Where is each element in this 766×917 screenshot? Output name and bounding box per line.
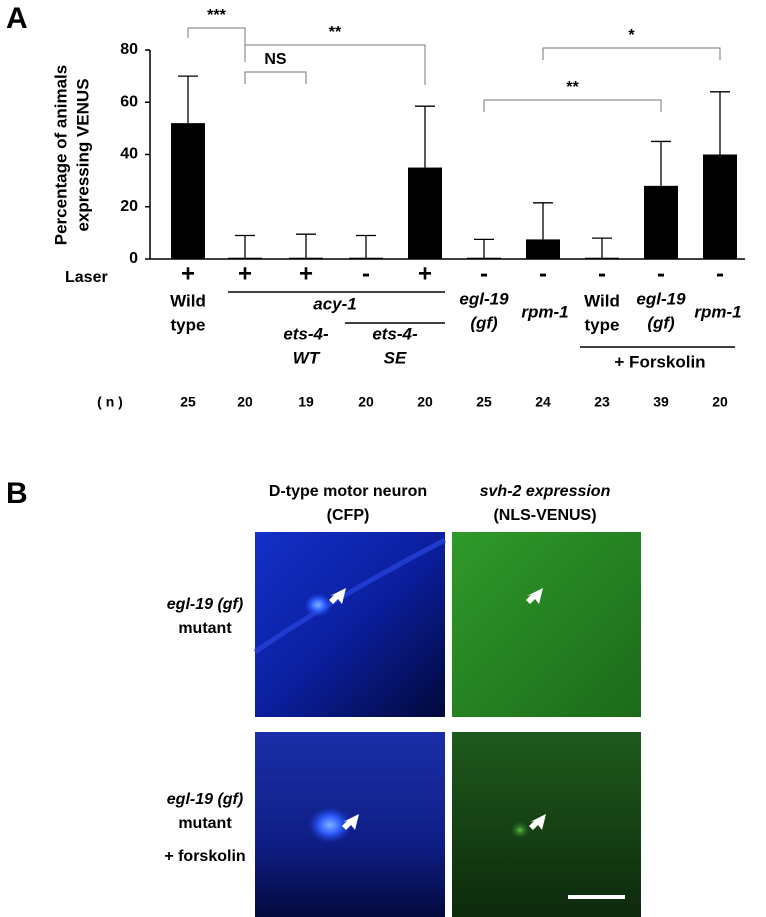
- image-venus-mutant: [452, 532, 641, 717]
- n-value: 24: [535, 394, 551, 410]
- error-bar: [356, 234, 376, 258]
- n-value: 19: [298, 394, 314, 410]
- genotype-label: Wild: [584, 291, 620, 310]
- n-label: ( n ): [97, 394, 123, 410]
- n-value: 25: [476, 394, 492, 410]
- panel-label: B: [6, 477, 28, 510]
- bar: [408, 167, 442, 259]
- arrow: [526, 588, 543, 604]
- column-header: svh-2 expression: [480, 483, 611, 500]
- arrow: [342, 814, 359, 830]
- error-bar: [178, 75, 198, 124]
- error-bar: [296, 233, 316, 258]
- error-bar: [651, 140, 671, 186]
- genotype-label: WT: [293, 348, 321, 367]
- significance-bracket: [483, 99, 662, 112]
- y-tick-label: 60: [120, 93, 138, 110]
- bar: [467, 257, 501, 259]
- cell-body: [304, 593, 332, 617]
- laser-sign: +: [418, 260, 432, 287]
- significance-label: NS: [264, 51, 287, 68]
- bar: [289, 257, 323, 259]
- arrows: [329, 588, 546, 830]
- arrow: [329, 588, 346, 604]
- forskolin-label: + Forskolin: [614, 352, 705, 371]
- significance-label: **: [329, 24, 342, 41]
- laser-sign: +: [299, 260, 313, 287]
- significance-label: **: [566, 79, 579, 96]
- image-cfp-mutant: [255, 532, 445, 717]
- panel-label: A: [6, 2, 28, 35]
- significance-label: *: [628, 27, 635, 44]
- laser-sign: +: [181, 260, 195, 287]
- significance-bracket: [187, 27, 246, 62]
- row-label: + forskolin: [164, 848, 245, 865]
- column-header: (CFP): [327, 507, 370, 524]
- genotype-label: ets-4-: [372, 324, 418, 343]
- laser-sign: -: [539, 260, 547, 287]
- bar: [349, 257, 383, 259]
- n-value: 20: [417, 394, 433, 410]
- significance-bracket: [542, 47, 721, 60]
- error-bar: [533, 202, 553, 240]
- n-value: 20: [358, 394, 374, 410]
- laser-sign: -: [657, 260, 665, 287]
- row-label: mutant: [178, 620, 232, 637]
- bar: [171, 123, 205, 260]
- n-value: 20: [237, 394, 253, 410]
- error-bar: [474, 238, 494, 258]
- genotype-label: rpm-1: [521, 302, 568, 321]
- genotype-label: (gf): [470, 313, 498, 332]
- laser-label: Laser: [65, 269, 108, 286]
- genotype-label: (gf): [647, 313, 675, 332]
- laser-sign: -: [716, 260, 724, 287]
- laser-sign: -: [362, 260, 370, 287]
- row-label: mutant: [178, 815, 232, 832]
- y-tick-label: 80: [120, 41, 138, 58]
- y-tick-label: 20: [120, 198, 138, 215]
- bar: [585, 257, 619, 259]
- cell-body: [510, 821, 530, 839]
- row-label: egl-19 (gf): [167, 791, 243, 808]
- error-bar: [235, 234, 255, 258]
- micrographs: [253, 532, 641, 917]
- n-value: 25: [180, 394, 196, 410]
- genotype-label: type: [171, 315, 206, 334]
- n-value: 23: [594, 394, 610, 410]
- column-header: D-type motor neuron: [269, 483, 427, 500]
- laser-sign: -: [480, 260, 488, 287]
- error-bar: [592, 237, 612, 258]
- n-value: 20: [712, 394, 728, 410]
- row-label: egl-19 (gf): [167, 596, 243, 613]
- error-bar: [710, 91, 730, 155]
- cell-body: [308, 807, 352, 843]
- genotype-label: type: [585, 315, 620, 334]
- genotype-label: acy-1: [313, 294, 356, 313]
- column-header: (NLS-VENUS): [493, 507, 596, 524]
- significance-bracket: [244, 44, 426, 85]
- y-tick-label: 0: [129, 250, 138, 267]
- bar: [703, 154, 737, 259]
- error-bar: [415, 105, 435, 168]
- genotype-label: ets-4-: [283, 324, 329, 343]
- y-axis-label: Percentage of animals: [51, 65, 70, 245]
- genotype-label: egl-19: [636, 289, 686, 308]
- n-value: 39: [653, 394, 669, 410]
- laser-sign: -: [598, 260, 606, 287]
- genotype-label: SE: [384, 348, 407, 367]
- y-axis-label: expressing VENUS: [73, 78, 92, 231]
- arrow: [529, 814, 546, 830]
- significance-bracket: [244, 71, 307, 84]
- y-tick-label: 40: [120, 146, 138, 163]
- genotype-label: rpm-1: [694, 302, 741, 321]
- bar: [526, 239, 560, 259]
- bar: [644, 185, 678, 259]
- genotype-label: egl-19: [459, 289, 509, 308]
- significance-label: ***: [207, 7, 226, 24]
- bar: [228, 257, 262, 259]
- genotype-label: Wild: [170, 291, 206, 310]
- laser-sign: +: [238, 260, 252, 287]
- image-venus-forskolin: [452, 732, 641, 917]
